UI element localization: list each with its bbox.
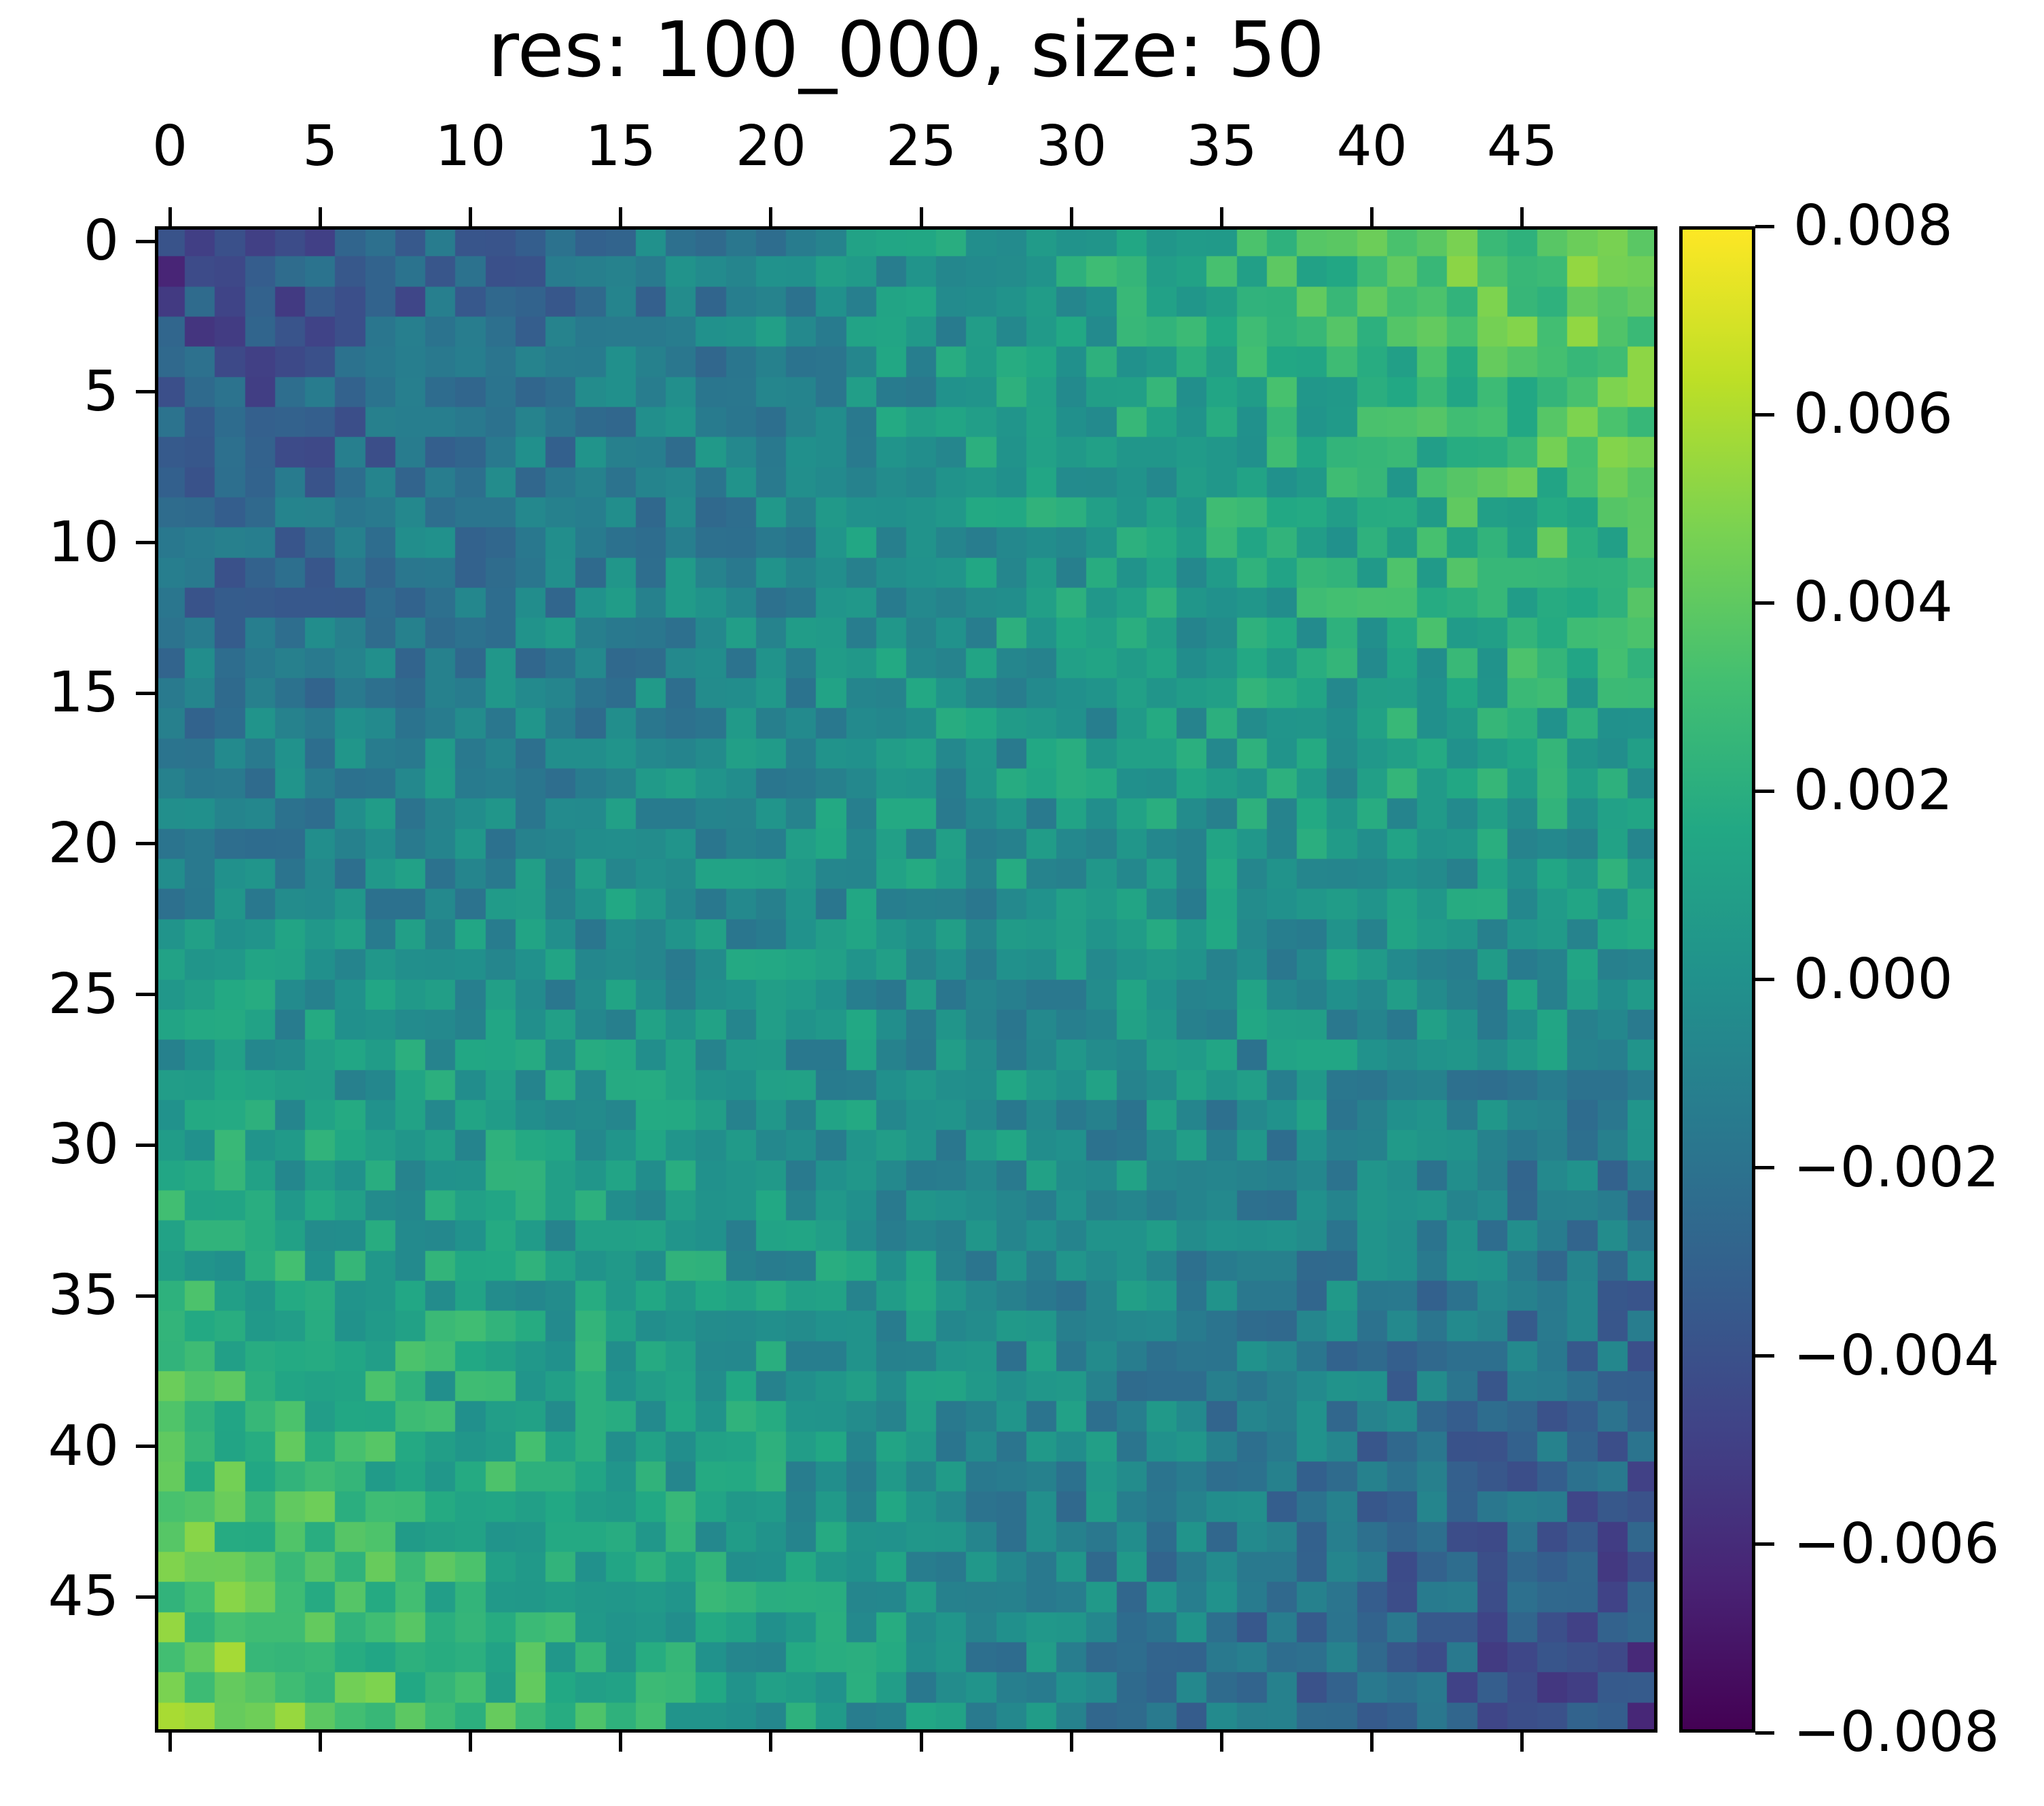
x-tick-mark-bottom [919, 1733, 923, 1752]
x-tick-mark-top [168, 207, 172, 226]
y-tick-label: 15 [48, 660, 119, 726]
y-tick-label: 30 [48, 1112, 119, 1178]
y-tick-mark [136, 1595, 155, 1599]
y-tick-mark [136, 390, 155, 394]
colorbar-tick-mark [1755, 601, 1774, 605]
colorbar-tick-label: 0.002 [1793, 758, 1953, 824]
x-tick-label: 0 [152, 114, 188, 179]
x-tick-mark-bottom [769, 1733, 773, 1752]
colorbar-tick-label: 0.008 [1793, 194, 1953, 258]
x-tick-mark-bottom [1220, 1733, 1224, 1752]
x-tick-label: 10 [435, 114, 506, 179]
x-tick-mark-bottom [1520, 1733, 1524, 1752]
y-tick-mark [136, 541, 155, 545]
x-tick-mark-bottom [469, 1733, 473, 1752]
y-tick-mark [136, 1143, 155, 1147]
y-tick-label: 20 [48, 811, 119, 876]
x-tick-mark-bottom [1069, 1733, 1073, 1752]
x-tick-label: 5 [302, 114, 338, 179]
colorbar-tick-label: −0.008 [1793, 1700, 2000, 1765]
x-tick-mark-top [469, 207, 473, 226]
colorbar-tick-mark [1755, 412, 1774, 417]
x-tick-mark-top [318, 207, 322, 226]
colorbar-tick-mark [1755, 224, 1774, 228]
y-tick-mark [136, 1294, 155, 1298]
y-tick-label: 45 [48, 1564, 119, 1629]
y-tick-label: 10 [48, 510, 119, 575]
x-tick-label: 15 [585, 114, 656, 179]
x-tick-mark-top [619, 207, 623, 226]
colorbar-tick-label: 0.004 [1793, 570, 1953, 635]
colorbar-tick-label: −0.004 [1793, 1323, 2000, 1388]
colorbar-tick-mark [1755, 1542, 1774, 1546]
colorbar-tick-label: 0.006 [1793, 382, 1953, 447]
y-tick-label: 35 [48, 1263, 119, 1328]
y-tick-mark [136, 1445, 155, 1449]
colorbar-tick-mark [1755, 1166, 1774, 1170]
colorbar-tick-label: −0.006 [1793, 1511, 2000, 1576]
x-tick-mark-bottom [318, 1733, 322, 1752]
y-tick-label: 40 [48, 1413, 119, 1479]
x-tick-mark-bottom [619, 1733, 623, 1752]
colorbar-tick-mark [1755, 789, 1774, 793]
chart-title: res: 100_000, size: 50 [488, 6, 1325, 94]
y-tick-label: 5 [83, 359, 119, 424]
colorbar-tick-mark [1755, 1731, 1774, 1735]
colorbar-tick-label: −0.002 [1793, 1135, 2000, 1200]
y-tick-mark [136, 993, 155, 997]
y-tick-mark [136, 239, 155, 243]
x-tick-label: 25 [885, 114, 957, 179]
colorbar [1679, 226, 1755, 1733]
colorbar-tick-label: 0.000 [1793, 946, 1953, 1012]
x-tick-mark-top [1220, 207, 1224, 226]
x-tick-mark-bottom [1370, 1733, 1374, 1752]
y-tick-mark [136, 842, 155, 846]
x-tick-mark-top [1370, 207, 1374, 226]
x-tick-mark-top [1520, 207, 1524, 226]
x-tick-mark-top [1069, 207, 1073, 226]
x-tick-mark-bottom [168, 1733, 172, 1752]
colorbar-tick-mark [1755, 978, 1774, 981]
x-tick-mark-top [919, 207, 923, 226]
y-tick-label: 0 [83, 209, 119, 274]
x-tick-label: 45 [1486, 114, 1558, 179]
y-tick-mark [136, 691, 155, 695]
heatmap-canvas [155, 226, 1657, 1733]
colorbar-tick-mark [1755, 1354, 1774, 1358]
x-tick-label: 35 [1186, 114, 1257, 179]
x-tick-label: 40 [1336, 114, 1408, 179]
x-tick-label: 30 [1036, 114, 1107, 179]
x-tick-mark-top [769, 207, 773, 226]
x-tick-label: 20 [735, 114, 807, 179]
y-tick-label: 25 [48, 961, 119, 1027]
